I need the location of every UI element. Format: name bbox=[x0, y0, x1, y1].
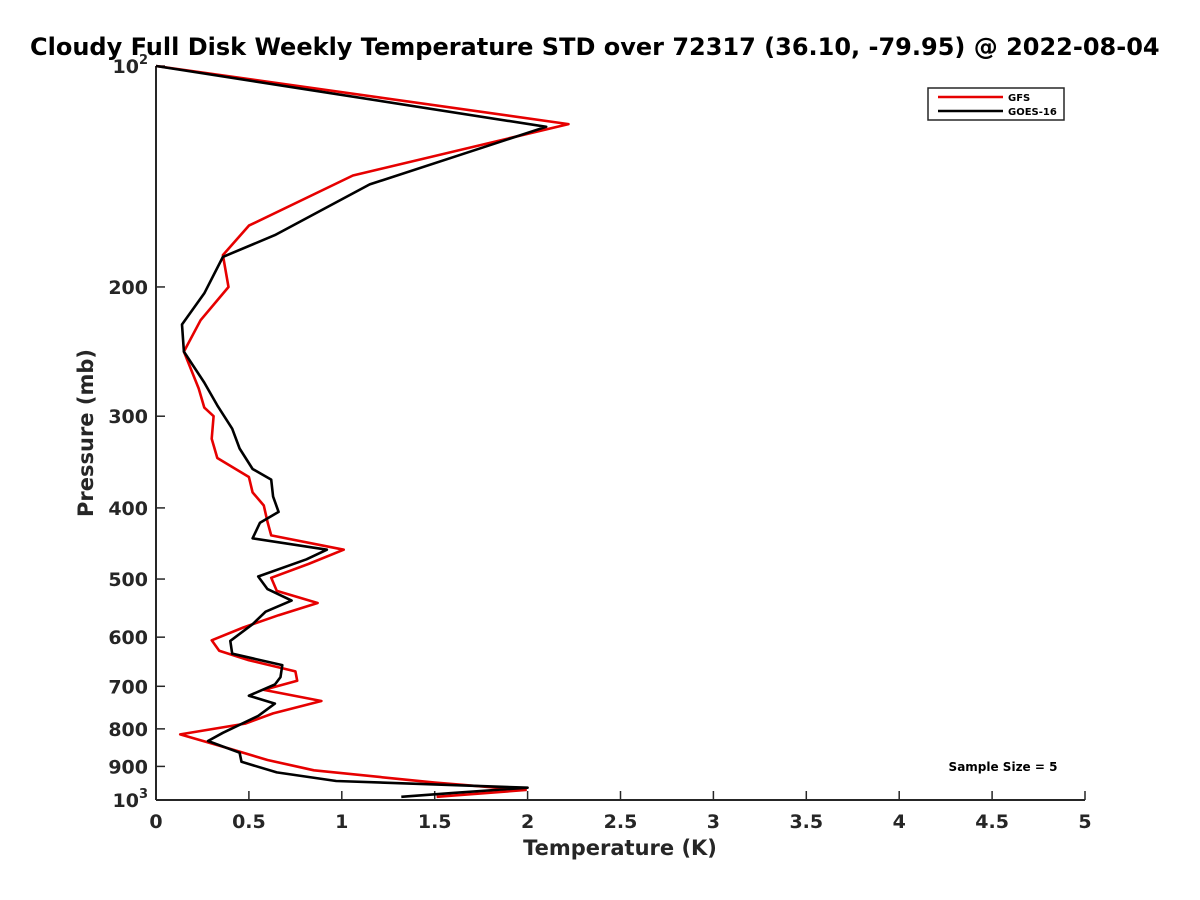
plot-area bbox=[155, 66, 1085, 801]
x-axis-ticks: 0 0.5 1 1.5 2 2.5 3 3.5 4 4.5 5 bbox=[149, 791, 1092, 833]
x-tick-label: 1 bbox=[335, 811, 348, 833]
legend-label-goes16: GOES-16 bbox=[1008, 107, 1057, 118]
chart-title: Cloudy Full Disk Weekly Temperature STD … bbox=[30, 33, 1160, 61]
legend-label-gfs: GFS bbox=[1008, 93, 1030, 104]
x-tick-label: 3 bbox=[707, 811, 720, 833]
x-tick-label: 2 bbox=[521, 811, 534, 833]
series-line-goes16 bbox=[155, 64, 548, 799]
y-tick-label: 700 bbox=[108, 676, 148, 698]
y-tick-label: 600 bbox=[108, 627, 148, 649]
x-axis-label: Temperature (K) bbox=[523, 836, 717, 860]
x-tick-label: 4.5 bbox=[975, 811, 1009, 833]
x-tick-label: 0 bbox=[149, 811, 162, 833]
x-tick-label: 1.5 bbox=[418, 811, 452, 833]
legend: GFS GOES-16 bbox=[927, 87, 1065, 121]
y-tick-label: 103 bbox=[113, 787, 149, 812]
legend-box bbox=[927, 87, 1065, 121]
x-tick-label: 3.5 bbox=[789, 811, 823, 833]
series-lines bbox=[155, 64, 570, 799]
y-tick-label: 300 bbox=[108, 406, 148, 428]
y-tick-label: 400 bbox=[108, 498, 148, 520]
y-tick-label: 800 bbox=[108, 719, 148, 741]
y-tick-label: 900 bbox=[108, 756, 148, 778]
y-tick-label: 500 bbox=[108, 569, 148, 591]
x-tick-label: 5 bbox=[1078, 811, 1091, 833]
y-axis-label: Pressure (mb) bbox=[74, 349, 98, 517]
x-tick-label: 4 bbox=[893, 811, 906, 833]
sample-size-annotation: Sample Size = 5 bbox=[949, 760, 1058, 774]
y-tick-label: 200 bbox=[108, 277, 148, 299]
y-tick-label: 102 bbox=[113, 53, 149, 78]
x-tick-label: 0.5 bbox=[232, 811, 266, 833]
series-line-gfs bbox=[155, 64, 570, 799]
y-axis-ticks: 102 200 300 400 500 600 700 800 900 103 bbox=[108, 53, 165, 812]
x-tick-label: 2.5 bbox=[604, 811, 638, 833]
